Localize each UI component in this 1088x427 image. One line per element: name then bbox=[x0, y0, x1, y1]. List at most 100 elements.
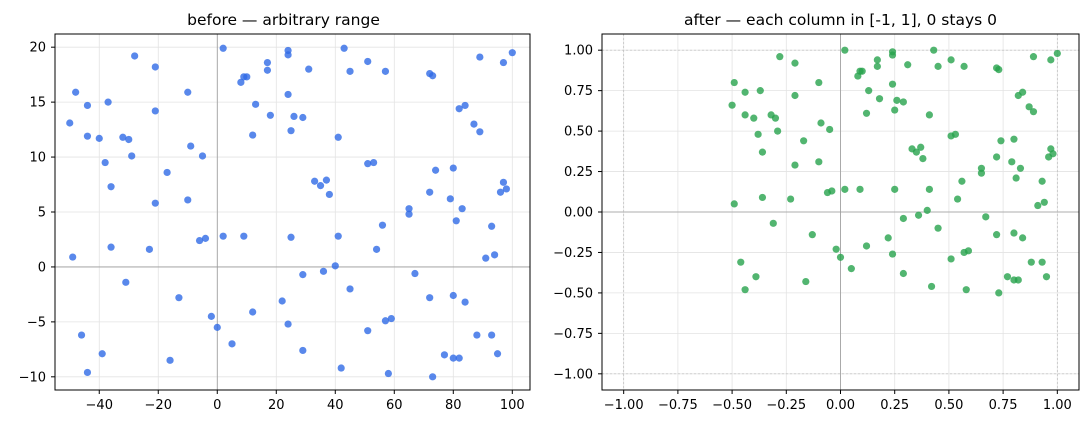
after-data-point bbox=[899, 214, 907, 223]
before-data-point bbox=[316, 182, 325, 190]
after-y-tick-label: 0.25 bbox=[564, 165, 593, 180]
before-data-point bbox=[151, 199, 159, 207]
before-data-point bbox=[299, 271, 307, 279]
after-data-point bbox=[923, 206, 931, 214]
after-y-tick-label: 1.00 bbox=[564, 44, 593, 59]
before-y-tick-label: 20 bbox=[29, 41, 46, 56]
before-data-point bbox=[488, 222, 496, 230]
after-data-point bbox=[891, 185, 899, 193]
after-data-point bbox=[862, 242, 871, 250]
after-data-point bbox=[995, 66, 1003, 74]
after-data-point bbox=[847, 265, 855, 273]
before-data-point bbox=[405, 205, 413, 213]
after-data-point bbox=[899, 269, 907, 278]
after-data-point bbox=[841, 46, 849, 54]
after-data-point bbox=[858, 67, 866, 75]
before-y-tick-label: 10 bbox=[29, 151, 46, 166]
after-data-point bbox=[1008, 158, 1016, 166]
after-data-point bbox=[873, 56, 881, 64]
before-data-point bbox=[458, 205, 466, 213]
after-data-point bbox=[787, 195, 795, 203]
after-y-tick-label: −0.50 bbox=[553, 286, 593, 301]
before-data-point bbox=[470, 120, 478, 128]
after-data-point bbox=[728, 101, 736, 109]
after-data-point bbox=[958, 177, 966, 185]
before-data-point bbox=[488, 331, 496, 339]
after-y-tick-label: −0.25 bbox=[553, 246, 593, 261]
before-data-point bbox=[249, 131, 257, 139]
after-scatter-panel: after — each column in [-1, 1], 0 stays … bbox=[553, 11, 1080, 413]
before-data-point bbox=[122, 278, 130, 286]
before-data-point bbox=[83, 132, 92, 140]
after-data-point bbox=[904, 61, 912, 69]
before-data-point bbox=[278, 297, 286, 305]
after-data-point bbox=[912, 148, 920, 156]
before-data-point bbox=[370, 158, 378, 167]
before-data-point bbox=[482, 254, 490, 262]
after-x-tick-label: 1.00 bbox=[1043, 398, 1072, 413]
before-data-point bbox=[69, 253, 77, 261]
after-data-point bbox=[977, 169, 986, 177]
before-data-point bbox=[72, 88, 80, 96]
before-data-point bbox=[311, 177, 319, 185]
after-data-point bbox=[1016, 164, 1025, 172]
after-data-point bbox=[873, 62, 881, 70]
before-data-point bbox=[440, 351, 449, 359]
before-data-point bbox=[381, 67, 390, 75]
before-x-tick-label: 60 bbox=[386, 398, 403, 413]
before-data-point bbox=[287, 233, 295, 241]
after-data-point bbox=[914, 211, 923, 219]
after-x-tick-label: 0.00 bbox=[826, 398, 855, 413]
after-y-tick-label: −0.75 bbox=[553, 327, 593, 342]
after-data-point bbox=[951, 130, 960, 138]
after-data-point bbox=[774, 127, 782, 135]
after-x-tick-label: −1.00 bbox=[604, 398, 644, 413]
before-data-point bbox=[107, 183, 115, 191]
after-data-point bbox=[741, 111, 749, 119]
before-data-point bbox=[476, 53, 484, 61]
before-data-point bbox=[175, 294, 183, 302]
after-data-point bbox=[997, 137, 1005, 145]
after-data-point bbox=[758, 193, 767, 202]
before-data-point bbox=[381, 317, 390, 325]
before-data-point bbox=[284, 51, 292, 59]
after-data-point bbox=[1053, 49, 1061, 58]
before-data-point bbox=[496, 188, 505, 196]
before-data-point bbox=[346, 67, 354, 75]
before-data-point bbox=[429, 72, 437, 80]
before-data-point bbox=[325, 190, 333, 199]
before-x-tick-label: 20 bbox=[268, 398, 285, 413]
before-data-point bbox=[364, 160, 372, 168]
before-data-point bbox=[299, 346, 307, 355]
before-data-point bbox=[490, 251, 499, 259]
before-data-point bbox=[426, 294, 434, 302]
before-data-point bbox=[364, 327, 372, 335]
after-data-point bbox=[1049, 150, 1057, 158]
before-data-point bbox=[219, 44, 227, 52]
after-data-point bbox=[815, 158, 823, 166]
before-data-point bbox=[449, 354, 457, 362]
before-data-point bbox=[449, 164, 457, 172]
after-x-tick-label: 0.75 bbox=[989, 398, 1018, 413]
before-chart-title: before — arbitrary range bbox=[187, 11, 380, 29]
before-x-tick-label: −20 bbox=[145, 398, 172, 413]
before-data-point bbox=[305, 65, 313, 73]
after-data-point bbox=[1027, 258, 1035, 266]
before-data-point bbox=[207, 312, 215, 320]
before-data-point bbox=[128, 152, 136, 160]
before-data-point bbox=[493, 350, 502, 358]
after-data-point bbox=[962, 286, 970, 294]
before-data-point bbox=[446, 195, 454, 203]
before-y-tick-label: 15 bbox=[29, 96, 46, 111]
after-data-point bbox=[791, 91, 799, 100]
before-data-point bbox=[284, 90, 292, 99]
before-data-point bbox=[83, 101, 92, 110]
before-data-point bbox=[331, 262, 339, 270]
before-data-point bbox=[452, 217, 460, 225]
after-data-point bbox=[836, 253, 845, 261]
after-data-point bbox=[741, 286, 749, 294]
before-data-point bbox=[299, 113, 307, 122]
after-data-point bbox=[875, 95, 884, 103]
after-data-point bbox=[841, 185, 849, 193]
after-data-point bbox=[1025, 103, 1033, 111]
